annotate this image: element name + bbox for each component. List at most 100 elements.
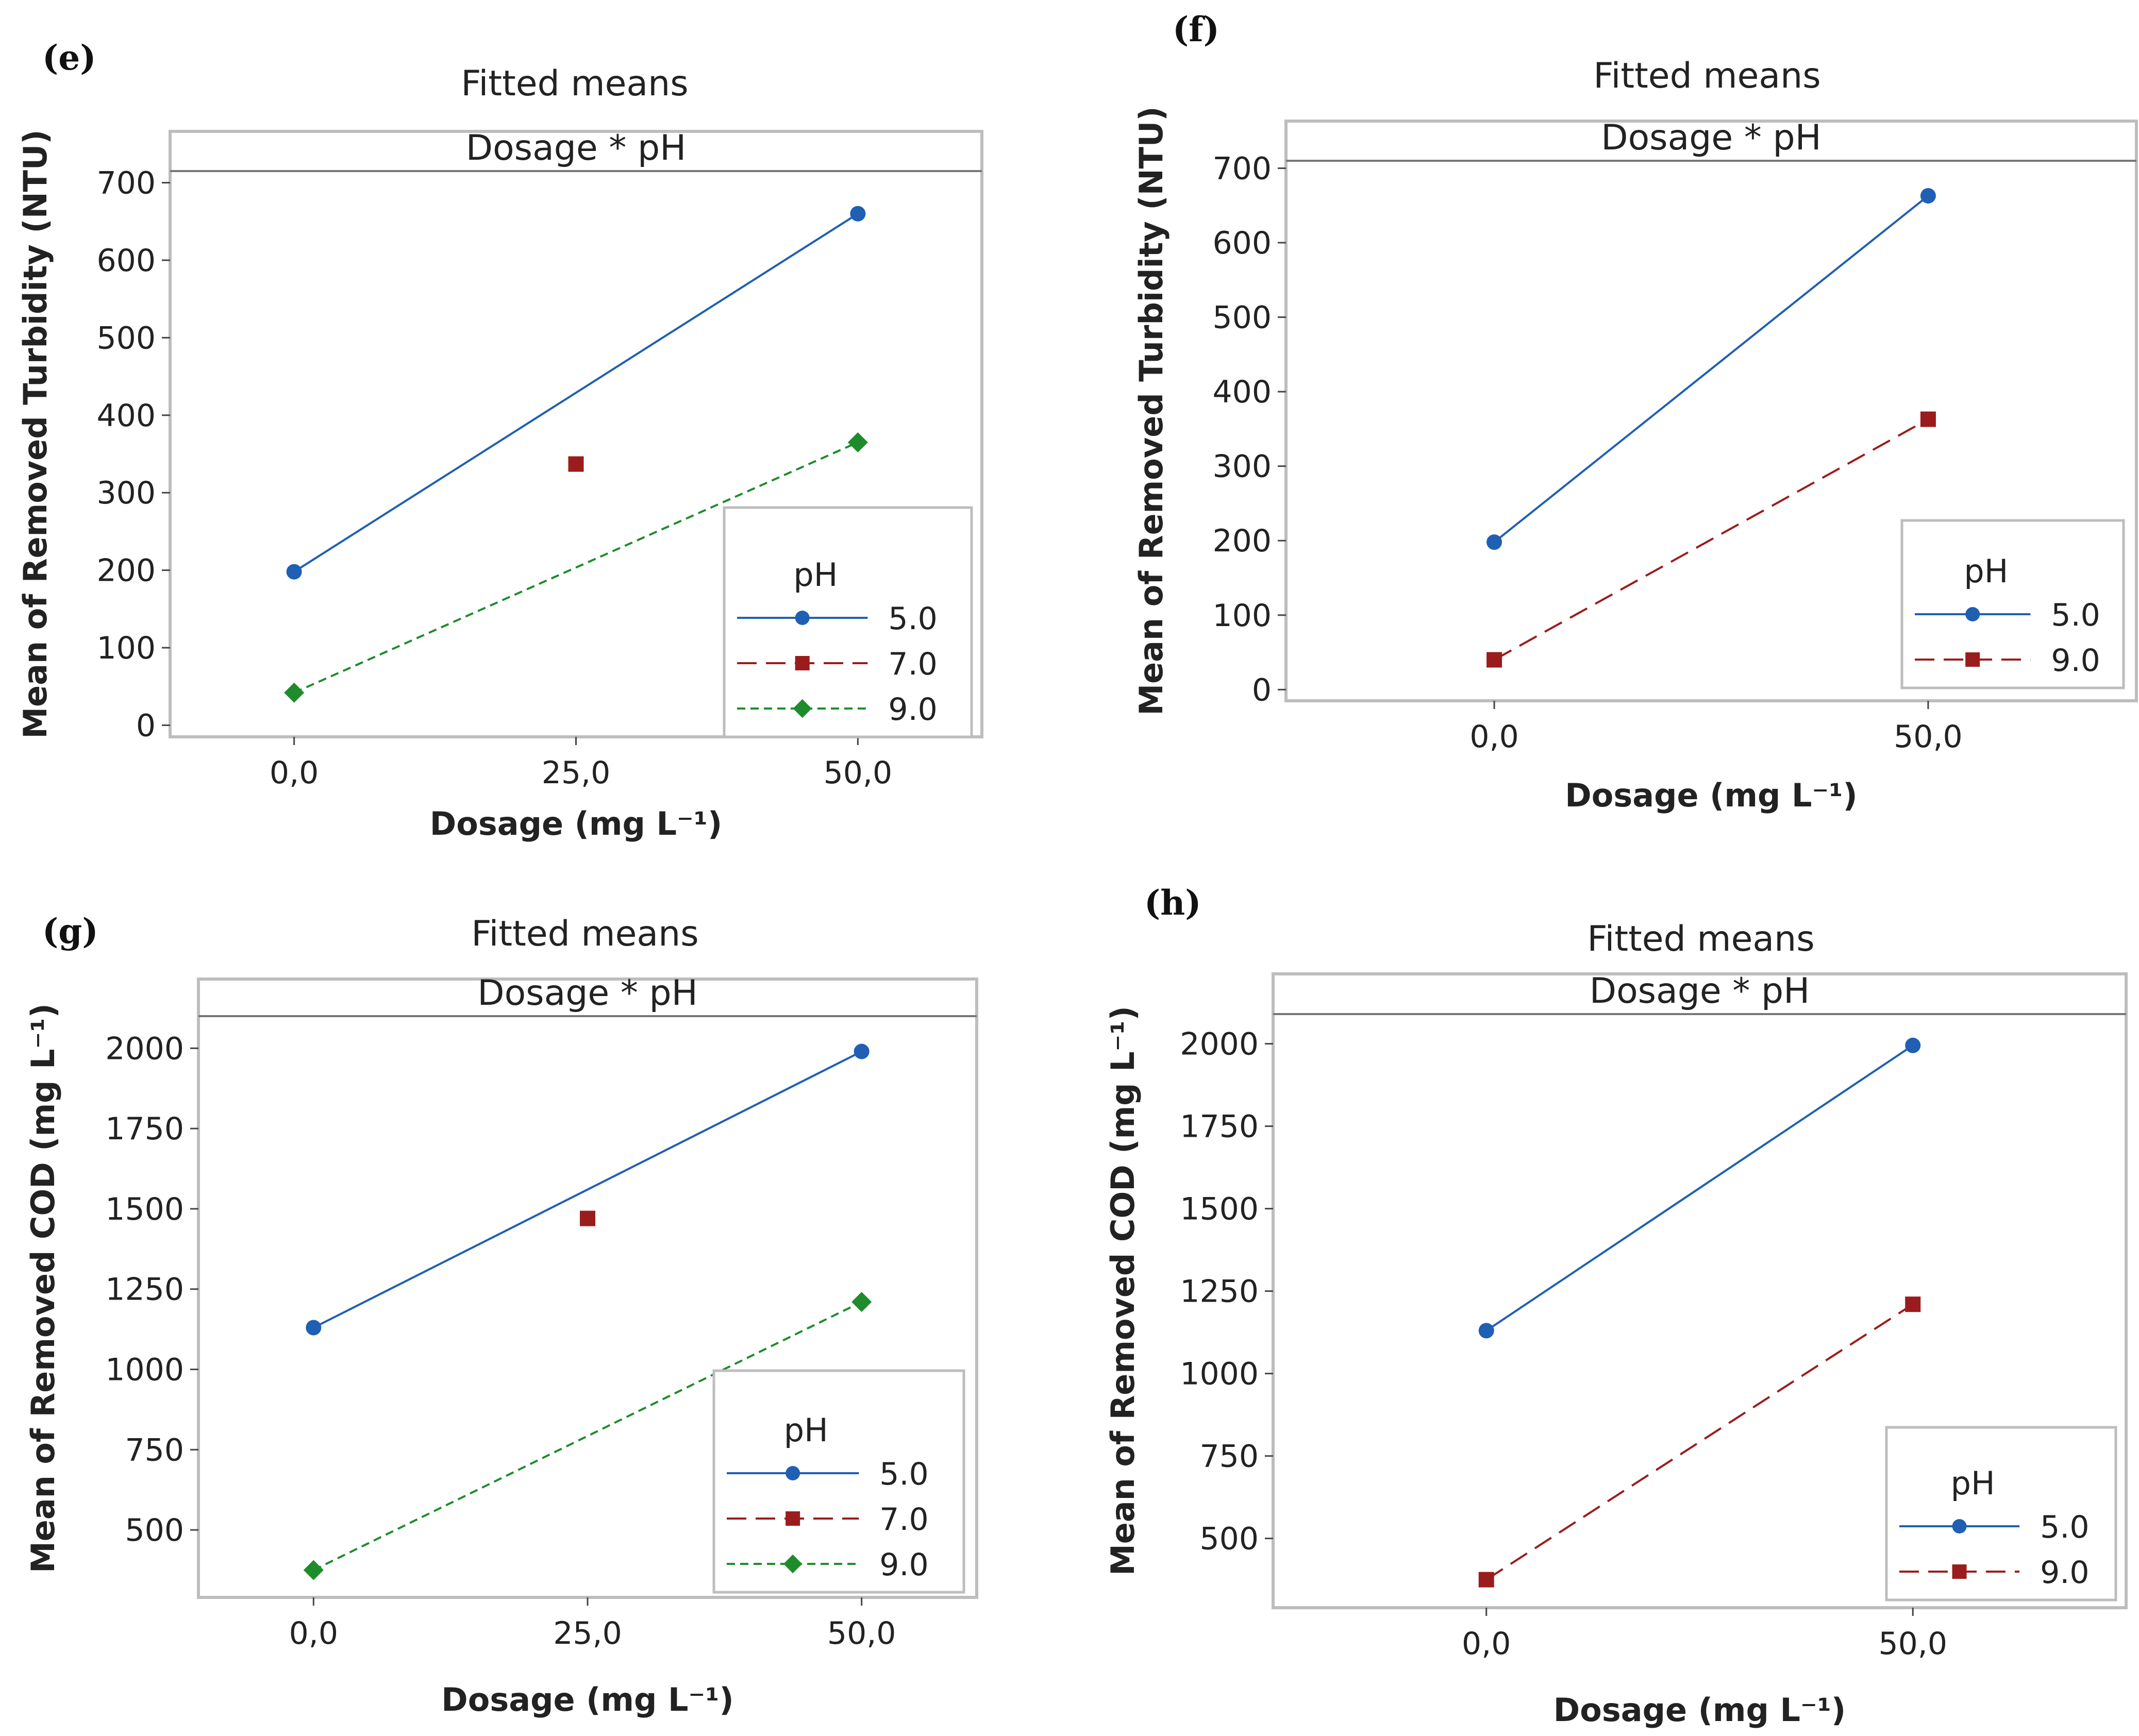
- data-point: [854, 1043, 870, 1059]
- data-point: [1486, 652, 1502, 668]
- series-line: [313, 1050, 862, 1329]
- x-axis-label: Dosage (mg L⁻¹): [430, 805, 722, 842]
- series-9.0: [1478, 1296, 1921, 1588]
- y-tick-label: 1500: [1180, 1191, 1259, 1227]
- x-tick-label: 50,0: [1878, 1626, 1947, 1662]
- y-tick-label: 2000: [1180, 1026, 1259, 1063]
- x-tick-label: 50,0: [824, 755, 893, 791]
- y-tick-label: 500: [96, 320, 156, 356]
- series-line: [1485, 1303, 1914, 1581]
- y-tick-label: 600: [96, 243, 156, 279]
- series-7.0: [568, 456, 584, 472]
- legend-box: [712, 1369, 965, 1594]
- x-tick-label: 25,0: [553, 1615, 622, 1651]
- y-tick-label: 200: [1212, 523, 1272, 559]
- y-tick-label: 1000: [105, 1352, 184, 1388]
- series-line: [293, 441, 859, 694]
- y-tick-label: 1000: [1180, 1356, 1259, 1392]
- x-tick-label: 0,0: [289, 1615, 338, 1651]
- x-axis-label: Dosage (mg L⁻¹): [1553, 1691, 1846, 1729]
- legend-label: 5.0: [879, 1456, 928, 1492]
- data-point: [851, 1292, 872, 1312]
- legend-marker: [786, 1466, 800, 1480]
- series-line: [1493, 195, 1929, 543]
- data-point: [847, 432, 868, 452]
- y-tick-label: 500: [1199, 1521, 1259, 1557]
- y-tick-label: 0: [1252, 672, 1272, 708]
- legend-label: 9.0: [2040, 1555, 2089, 1591]
- series-5.0: [1486, 188, 1936, 550]
- legend-title: pH: [1964, 552, 2008, 590]
- legend-label: 9.0: [879, 1547, 928, 1583]
- legend-marker: [1952, 1564, 1967, 1579]
- x-tick-label: 0,0: [270, 755, 319, 791]
- legend-marker: [1965, 652, 1980, 667]
- x-axis-label: Dosage (mg L⁻¹): [1565, 777, 1857, 814]
- series-9.0: [1486, 411, 1936, 668]
- series-5.0: [1478, 1037, 1921, 1339]
- legend-label: 5.0: [888, 601, 937, 637]
- y-tick-label: 1750: [1180, 1109, 1259, 1145]
- legend-title: pH: [793, 556, 838, 594]
- strip-label: Dosage * pH: [1590, 971, 1810, 1012]
- chart-title: Fitted means: [471, 914, 698, 954]
- y-tick-label: 500: [125, 1512, 184, 1548]
- legend-marker: [795, 656, 810, 670]
- chart-title: Fitted means: [1587, 919, 1814, 959]
- series-5.0: [306, 1043, 870, 1336]
- panel-letter: (g): [42, 911, 98, 951]
- x-tick-label: 25,0: [542, 755, 611, 791]
- x-tick-label: 0,0: [1462, 1626, 1511, 1662]
- series-9.0: [303, 1292, 872, 1580]
- y-axis-label: Mean of Removed COD (mg L⁻¹): [1104, 1006, 1142, 1576]
- x-tick-label: 50,0: [827, 1615, 896, 1651]
- chart-panel-1: (f) Fitted means Dosage * pH 0 100 200 300 400 5…: [1132, 9, 2138, 814]
- legend-marker: [795, 611, 810, 625]
- y-tick-label: 700: [96, 165, 156, 201]
- y-tick-label: 1750: [105, 1111, 184, 1147]
- legend-marker: [793, 699, 812, 718]
- chart-panel-0: (e) Fitted means Dosage * pH 0 100 200 300 400 5…: [16, 38, 983, 842]
- y-tick-label: 2000: [105, 1031, 184, 1067]
- data-point: [1905, 1296, 1921, 1312]
- legend-label: 9.0: [2051, 643, 2100, 679]
- data-point: [1478, 1572, 1494, 1588]
- series-line: [293, 213, 859, 573]
- series-line: [1494, 418, 1929, 661]
- y-axis-label: Mean of Removed COD (mg L⁻¹): [24, 1003, 62, 1573]
- strip-label: Dosage * pH: [477, 973, 698, 1014]
- legend-marker: [1965, 607, 1980, 621]
- y-tick-label: 200: [96, 553, 156, 589]
- legend-title: pH: [784, 1411, 828, 1449]
- y-tick-label: 400: [1212, 374, 1272, 410]
- panel-letter: (e): [42, 38, 96, 78]
- legend-label: 7.0: [879, 1502, 928, 1538]
- chart-title: Fitted means: [1593, 56, 1820, 96]
- y-tick-label: 1250: [1180, 1274, 1259, 1310]
- legend-box: [723, 506, 973, 738]
- data-point: [1920, 188, 1936, 204]
- y-tick-label: 750: [125, 1432, 184, 1468]
- y-tick-label: 300: [1212, 449, 1272, 485]
- y-tick-label: 100: [1212, 598, 1272, 634]
- legend-label: 7.0: [888, 646, 937, 682]
- legend: pH 5.0 9.0: [1900, 519, 2125, 689]
- y-tick-label: 300: [96, 475, 156, 511]
- data-point: [1486, 534, 1502, 550]
- legend-label: 9.0: [888, 692, 937, 728]
- data-point: [580, 1210, 595, 1226]
- legend-marker: [783, 1554, 803, 1574]
- series-line: [1485, 1044, 1914, 1332]
- chart-panel-3: (h) Fitted means Dosage * pH 500 750 1000 1250…: [1104, 883, 2128, 1729]
- legend-box: [1885, 1426, 2117, 1602]
- chart-title: Fitted means: [461, 63, 688, 104]
- y-tick-label: 1500: [105, 1191, 184, 1227]
- data-point: [1478, 1323, 1494, 1339]
- y-tick-label: 750: [1199, 1439, 1259, 1475]
- strip-label: Dosage * pH: [1601, 117, 1822, 158]
- data-point: [306, 1320, 322, 1336]
- series-line: [313, 1301, 862, 1571]
- legend-label: 5.0: [2040, 1509, 2089, 1545]
- y-tick-label: 0: [136, 707, 156, 744]
- data-point: [568, 456, 584, 472]
